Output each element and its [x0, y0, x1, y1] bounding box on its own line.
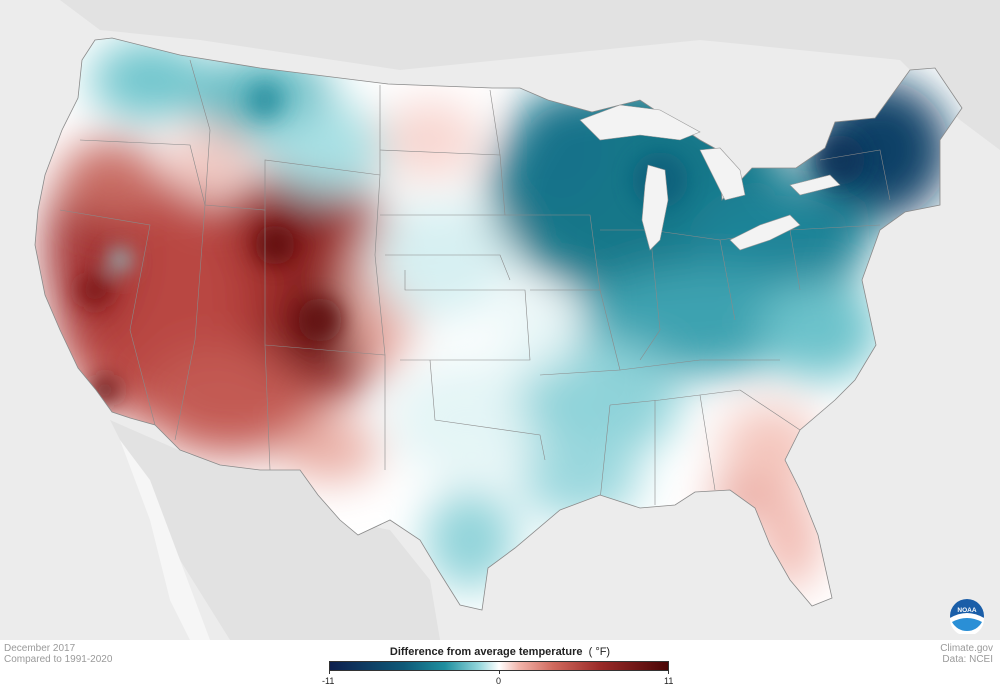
- map-canvas: [0, 0, 1000, 640]
- map-period: December 2017: [4, 643, 76, 654]
- anomaly-map: [0, 0, 1000, 640]
- mexico-land: [110, 420, 440, 640]
- legend-tick-zero: 0: [496, 676, 502, 686]
- legend-tick-min: -11: [322, 676, 335, 686]
- state-borders: [59, 59, 891, 505]
- legend-unit: ( °F): [588, 646, 611, 658]
- lake-ontario: [789, 174, 841, 196]
- legend-tick-mark: [329, 670, 330, 674]
- credit-site: Climate.gov: [940, 643, 993, 654]
- great-lakes: [579, 104, 841, 251]
- lake-michigan: [641, 164, 669, 251]
- lake-erie: [729, 214, 801, 251]
- map-baseline: Compared to 1991-2020: [4, 654, 113, 665]
- lake-huron: [699, 147, 746, 201]
- credit-data: Data: NCEI: [942, 654, 993, 665]
- legend-tick-mark: [499, 670, 500, 674]
- gulf-of-california: [120, 440, 210, 640]
- noaa-logo-text: NOAA: [957, 607, 976, 614]
- legend-title: Difference from average temperature ( °F…: [0, 646, 1000, 658]
- map-info: December 2017 Compared to 1991-2020: [4, 643, 112, 665]
- map-footer: December 2017 Compared to 1991-2020 Diff…: [0, 640, 1000, 690]
- legend-title-text: Difference from average temperature: [389, 646, 583, 658]
- legend-tick-mark: [668, 670, 669, 674]
- legend-tick-max: 11: [664, 676, 674, 686]
- noaa-logo: NOAA: [950, 599, 984, 634]
- canada-land: [0, 0, 1000, 150]
- map-credits: Climate.gov Data: NCEI: [940, 643, 993, 665]
- lake-superior: [579, 104, 701, 141]
